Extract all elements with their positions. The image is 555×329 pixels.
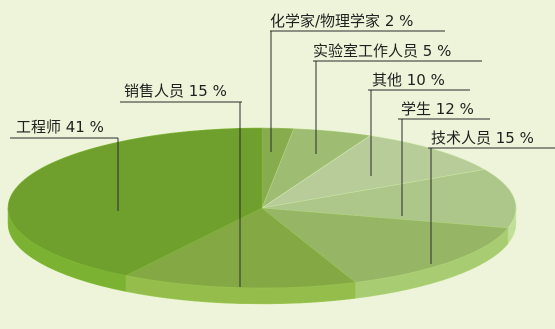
pie-slice-4 <box>261 207 509 283</box>
slice-label-6: 工程师 41 % <box>16 118 104 136</box>
slice-label-3: 学生 12 % <box>401 100 474 118</box>
slice-label-4: 技术人员 15 % <box>431 129 534 147</box>
slice-label-0: 化学家/物理学家 2 % <box>270 12 413 30</box>
slice-label-2: 其他 10 % <box>372 71 445 89</box>
pie-slice-3 <box>261 169 517 229</box>
slice-label-1: 实验室工作人员 5 % <box>313 42 451 60</box>
pie-slice-6 <box>7 127 263 276</box>
pie-slice-2 <box>261 135 486 209</box>
slice-label-5: 销售人员 15 % <box>124 82 227 100</box>
pie-slices <box>7 127 517 289</box>
pie-slice-5 <box>124 207 357 289</box>
pie-labels: 化学家/物理学家 2 % 实验室工作人员 5 % 其他 10 % 学生 12 % 技术人… <box>10 12 555 287</box>
